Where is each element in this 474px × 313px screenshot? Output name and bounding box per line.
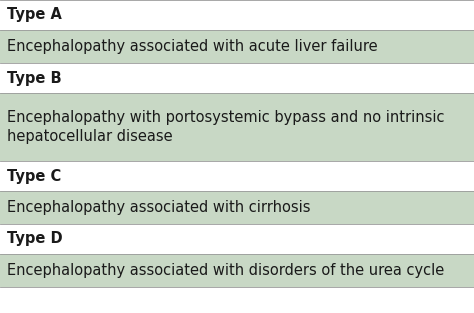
- Bar: [0, 93, 474, 161]
- Bar: [0, 191, 474, 224]
- Text: Encephalopathy associated with disorders of the urea cycle: Encephalopathy associated with disorders…: [7, 263, 444, 278]
- Bar: [0, 254, 474, 287]
- Text: Encephalopathy with portosystemic bypass and no intrinsic
hepatocellular disease: Encephalopathy with portosystemic bypass…: [7, 110, 445, 144]
- Text: Encephalopathy associated with acute liver failure: Encephalopathy associated with acute liv…: [7, 39, 378, 54]
- Bar: [0, 161, 474, 191]
- Bar: [0, 30, 474, 63]
- Text: Type D: Type D: [7, 232, 63, 247]
- Text: Type B: Type B: [7, 70, 62, 85]
- Bar: [0, 224, 474, 254]
- Text: Type A: Type A: [7, 8, 62, 23]
- Text: Type C: Type C: [7, 168, 61, 183]
- Bar: [0, 0, 474, 30]
- Bar: [0, 63, 474, 93]
- Text: Encephalopathy associated with cirrhosis: Encephalopathy associated with cirrhosis: [7, 200, 310, 215]
